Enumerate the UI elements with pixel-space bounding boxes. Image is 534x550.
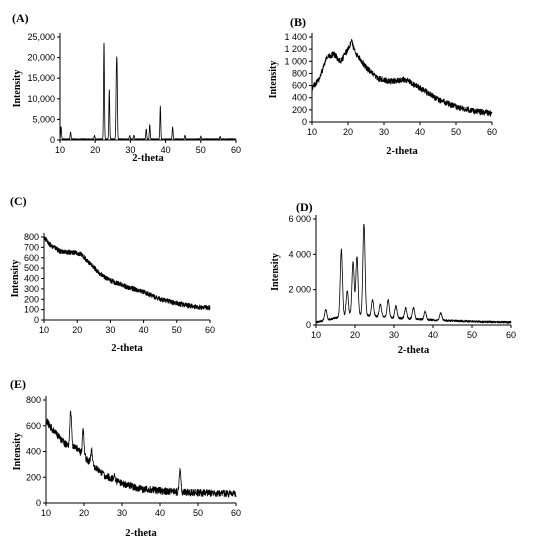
y-tick-label: 15,000 <box>27 73 55 83</box>
y-axis-label: Intensity <box>12 433 23 471</box>
diffraction-trace <box>43 236 211 311</box>
x-tick-label: 20 <box>72 325 82 335</box>
y-tick-label: 20,000 <box>27 53 55 63</box>
x-tick-label: 20 <box>343 127 353 137</box>
y-tick-label: 400 <box>24 274 39 284</box>
x-tick-label: 10 <box>39 325 49 335</box>
x-tick-label: 60 <box>231 508 241 518</box>
x-tick-label: 50 <box>196 145 206 155</box>
x-tick-label: 20 <box>90 145 100 155</box>
x-tick-label: 10 <box>311 330 321 340</box>
x-tick-label: 10 <box>41 508 51 518</box>
x-axis-label: 2-theta <box>386 146 418 157</box>
x-axis-label: 2-theta <box>125 528 157 539</box>
chart-e: (E) 0 200 400 600 800 10 20 30 40 50 60 2-theta Inten… <box>10 377 241 539</box>
x-tick-label: 20 <box>350 330 360 340</box>
y-tick-label: 10,000 <box>27 94 55 104</box>
y-tick-label: 5,000 <box>32 114 55 124</box>
x-tick-label: 60 <box>506 330 516 340</box>
y-axis-label: Intensity <box>268 61 279 99</box>
y-tick-label: 800 <box>292 68 307 78</box>
x-tick-label: 50 <box>451 127 461 137</box>
y-axis-label: Intensity <box>12 70 23 108</box>
y-tick-label: 400 <box>26 447 41 457</box>
y-tick-label: 4 000 <box>288 249 311 259</box>
chart-b: (B) 0 200 400 600 800 1 000 1 200 1 400 10 20 30 40 5… <box>268 15 497 157</box>
y-tick-label: 200 <box>26 472 41 482</box>
x-tick-label: 30 <box>389 330 399 340</box>
y-tick-label: 0 <box>302 117 307 127</box>
x-tick-label: 60 <box>205 325 215 335</box>
y-axis-label: Intensity <box>10 260 21 298</box>
diffraction-trace <box>59 42 237 141</box>
y-tick-label: 0 <box>50 135 55 145</box>
y-tick-label: 1 400 <box>284 32 307 42</box>
y-tick-label: 700 <box>24 242 39 252</box>
x-axis-label: 2-theta <box>111 343 143 354</box>
chart-title: (D) <box>296 200 313 214</box>
y-tick-label: 500 <box>24 263 39 273</box>
y-tick-label: 800 <box>26 395 41 405</box>
x-tick-label: 40 <box>155 508 165 518</box>
x-tick-label: 60 <box>231 145 241 155</box>
x-tick-label: 50 <box>467 330 477 340</box>
y-tick-label: 600 <box>292 81 307 91</box>
x-tick-label: 10 <box>55 145 65 155</box>
diffraction-trace <box>315 224 512 324</box>
y-tick-label: 200 <box>24 294 39 304</box>
y-tick-label: 0 <box>36 498 41 508</box>
chart-a: (A) 0 5,000 10,000 15,000 20,000 25,000 10 20 30 4… <box>12 11 241 164</box>
x-tick-label: 10 <box>307 127 317 137</box>
diffraction-trace <box>311 38 493 117</box>
y-tick-label: 800 <box>24 232 39 242</box>
x-tick-label: 60 <box>487 127 497 137</box>
x-axis-label: 2-theta <box>132 153 164 164</box>
x-tick-label: 50 <box>172 325 182 335</box>
x-tick-label: 30 <box>379 127 389 137</box>
diffraction-trace <box>45 410 237 498</box>
x-tick-label: 40 <box>139 325 149 335</box>
y-tick-label: 200 <box>292 105 307 115</box>
x-tick-label: 30 <box>105 325 115 335</box>
x-tick-label: 50 <box>193 508 203 518</box>
y-tick-label: 25,000 <box>27 32 55 42</box>
y-tick-label: 1 000 <box>284 56 307 66</box>
x-tick-label: 40 <box>161 145 171 155</box>
y-tick-label: 600 <box>24 253 39 263</box>
x-axis-label: 2-theta <box>398 345 430 356</box>
chart-title: (B) <box>290 15 306 29</box>
chart-title: (A) <box>12 11 29 25</box>
chart-title: (E) <box>10 377 26 391</box>
y-tick-label: 1 200 <box>284 44 307 54</box>
y-tick-label: 0 <box>306 320 311 330</box>
y-tick-label: 300 <box>24 284 39 294</box>
x-tick-label: 40 <box>415 127 425 137</box>
chart-title: (C) <box>10 194 27 208</box>
y-tick-label: 100 <box>24 305 39 315</box>
x-tick-label: 20 <box>79 508 89 518</box>
y-tick-label: 600 <box>26 421 41 431</box>
y-tick-label: 6 000 <box>288 214 311 224</box>
y-tick-label: 2 000 <box>288 285 311 295</box>
x-tick-label: 30 <box>117 508 127 518</box>
x-tick-label: 40 <box>428 330 438 340</box>
chart-d: (D) 0 2 000 4 000 6 000 10 20 30 40 50 60 2-theta In… <box>270 200 516 356</box>
y-tick-label: 400 <box>292 93 307 103</box>
y-axis-label: Intensity <box>270 253 281 291</box>
x-tick-label: 30 <box>125 145 135 155</box>
y-tick-label: 0 <box>34 315 39 325</box>
